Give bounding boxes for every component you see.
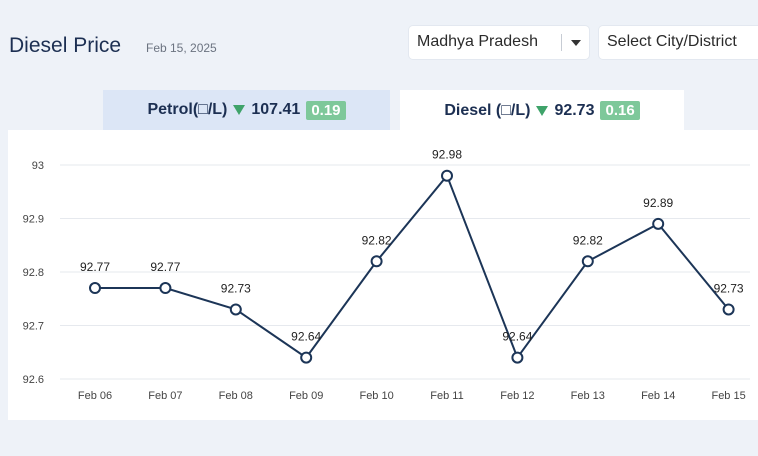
triangle-down-icon [536,105,549,116]
data-label: 92.73 [714,281,744,295]
y-tick-label: 92.6 [23,374,44,386]
price-line-chart: 93 92.9 92.8 92.7 92.6 Feb 06 Feb 07 Feb 08 Feb … [23,148,750,402]
city-select-placeholder: Select City/District [607,33,737,50]
data-label: 92.64 [291,330,321,344]
data-point [300,351,313,364]
x-tick-label: Feb 06 [78,390,112,402]
y-tick-label: 92.9 [23,214,44,226]
data-label: 92.98 [432,148,462,162]
chevron-down-icon [571,40,581,46]
x-tick-label: Feb 13 [571,390,605,402]
tab-diesel-label: Diesel (□/L) [444,101,531,119]
data-label: 92.77 [150,260,180,274]
data-point [159,282,172,295]
city-select[interactable]: Select City/District [599,26,758,59]
series-line [95,173,730,360]
x-tick-label: Feb 11 [430,390,463,402]
x-tick-label: Feb 08 [219,390,253,402]
y-tick-label: 93 [32,160,44,172]
x-tick-label: Feb 14 [641,390,675,402]
tab-diesel-price: 92.73 [554,101,595,119]
select-divider [561,34,562,51]
triangle-down-icon [233,105,246,115]
x-tick-label: Feb 10 [359,390,393,402]
tab-diesel-change-badge: 0.16 [600,101,640,120]
tab-petrol[interactable]: Petrol(□/L) 107.41 0.19 [103,90,390,130]
x-tick-label: Feb 12 [500,390,534,402]
data-label: 92.64 [502,330,532,344]
data-point [370,255,383,268]
data-label: 92.89 [643,196,673,210]
data-point [441,169,453,182]
page-header: Diesel Price Feb 15, 2025 Madhya Pradesh… [0,0,758,92]
y-tick-label: 92.7 [23,321,44,333]
state-select[interactable]: Madhya Pradesh [409,26,589,59]
x-tick-label: Feb 09 [289,390,323,402]
price-chart-card: 93 92.9 92.8 92.7 92.6 Feb 06 Feb 07 Feb 08 Feb … [8,130,758,420]
data-point [511,351,524,364]
tab-diesel[interactable]: Diesel (□/L) 92.73 0.16 [400,90,684,131]
data-label: 92.82 [573,233,603,247]
data-point [89,282,101,295]
y-tick-label: 92.8 [23,267,44,279]
state-select-value: Madhya Pradesh [417,33,538,50]
tab-petrol-price: 107.41 [251,101,301,118]
page-date: Feb 15, 2025 [146,41,217,55]
data-label: 92.82 [362,233,392,247]
x-tick-label: Feb 15 [711,390,745,402]
footer-band [0,436,758,456]
data-point [581,255,594,268]
data-label: 92.77 [80,260,110,274]
data-point [652,217,665,230]
tab-petrol-label: Petrol(□/L) [147,101,228,118]
data-point [229,303,242,316]
tab-petrol-change-badge: 0.19 [306,100,346,120]
data-label: 92.73 [221,281,251,295]
x-tick-label: Feb 07 [148,390,182,402]
data-point [722,303,735,316]
page-title: Diesel Price [9,34,122,57]
